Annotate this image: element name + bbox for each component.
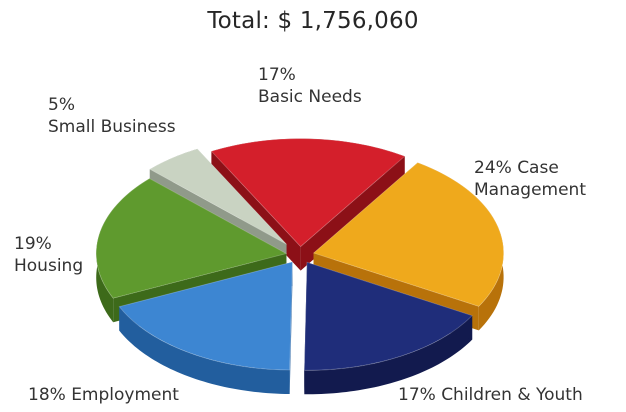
pie-slice-case-management	[312, 162, 504, 307]
pie-slice-housing	[95, 178, 288, 299]
pie-slice-children-and-youth	[303, 261, 473, 371]
slice-label-case-management: 24% Case Management	[474, 158, 586, 200]
pie-cut-employment-0	[289, 262, 293, 395]
pie-slice-basic-needs	[210, 138, 406, 248]
pie-slice-small-business	[149, 148, 287, 245]
pie-slice-employment	[118, 261, 293, 371]
pie-slice-tops	[95, 138, 504, 371]
pie-side-children-and-youth	[304, 315, 473, 395]
chart-title: Total: $ 1,756,060	[207, 8, 419, 34]
slice-label-basic-needs: 17% Basic Needs	[258, 65, 362, 107]
pie-side-employment	[119, 306, 290, 395]
slice-label-children-youth: 17% Children & Youth	[398, 385, 583, 405]
slice-label-small-business: 5% Small Business	[48, 95, 176, 137]
slice-label-employment: 18% Employment	[28, 385, 179, 405]
slice-label-housing: 19% Housing	[14, 234, 84, 276]
